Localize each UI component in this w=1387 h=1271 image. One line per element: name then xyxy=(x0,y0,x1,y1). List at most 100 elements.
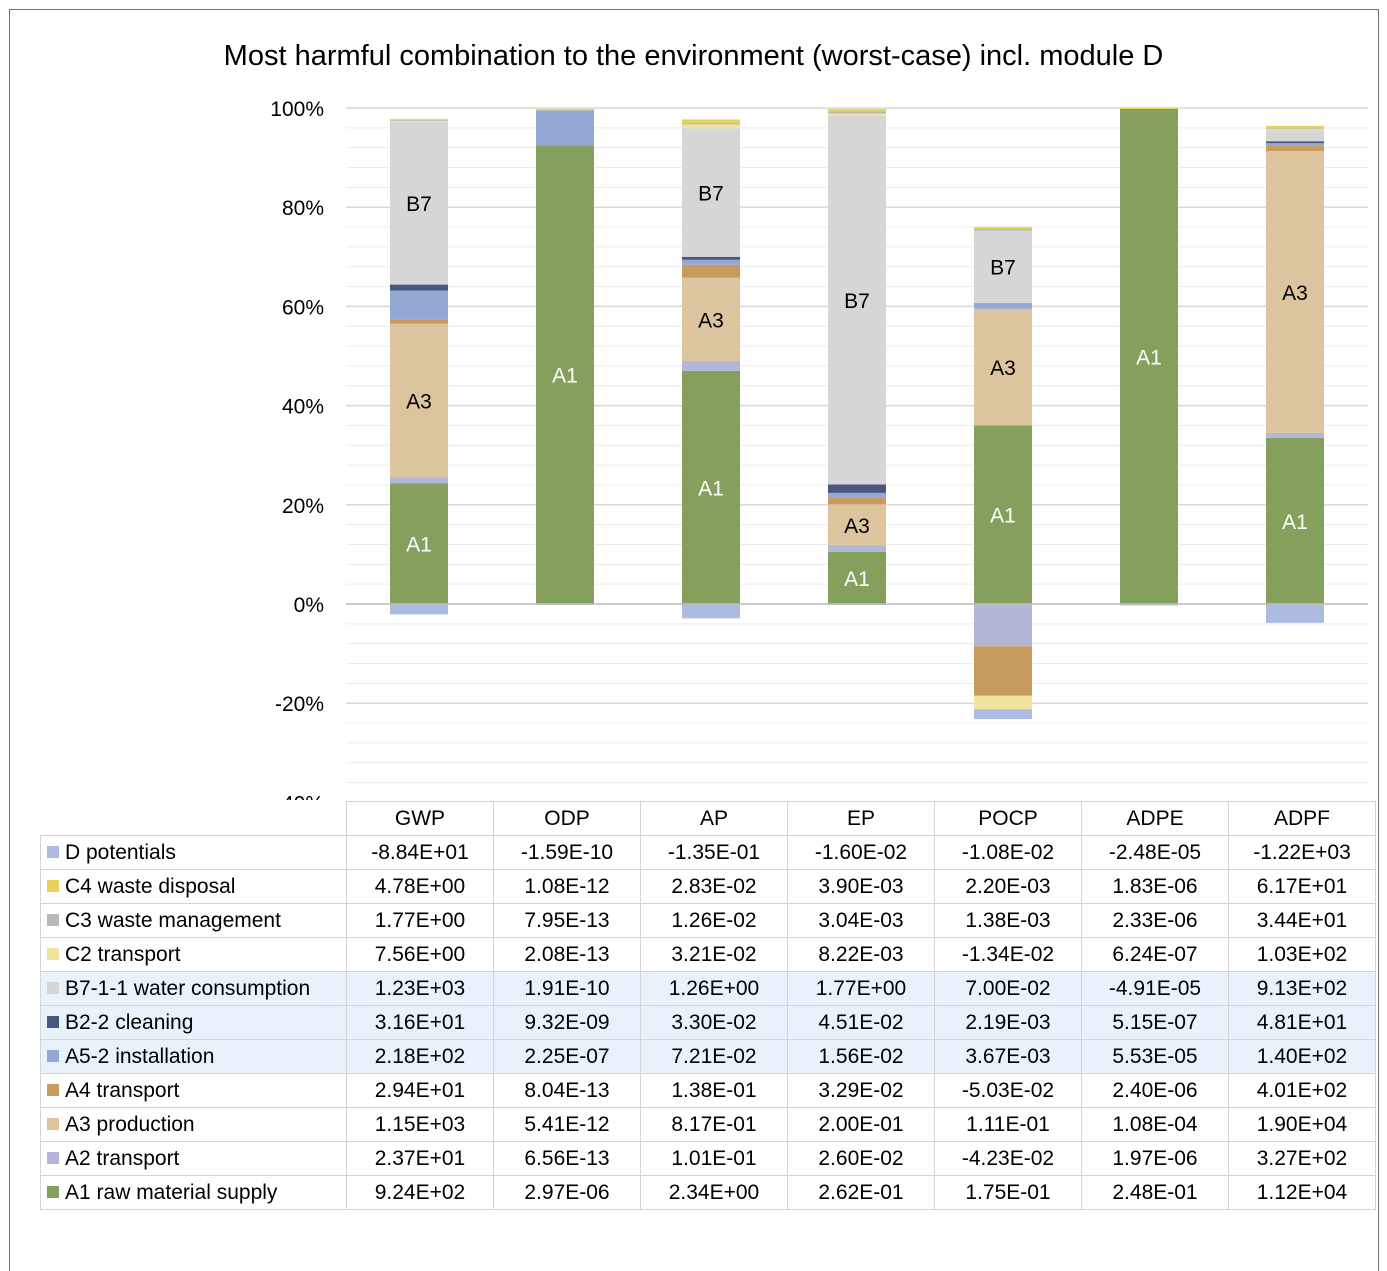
table-cell: 1.38E-01 xyxy=(640,1073,788,1108)
category-header: AP xyxy=(640,801,788,836)
table-cell: 1.08E-04 xyxy=(1081,1107,1229,1142)
bar-segment-label: B7 xyxy=(844,290,870,313)
table-cell: 3.67E-03 xyxy=(934,1039,1082,1074)
category-header: ADPE xyxy=(1081,801,1229,836)
bar-segment xyxy=(682,264,740,278)
table-cell: 1.91E-10 xyxy=(493,971,641,1006)
table-cell: 5.53E-05 xyxy=(1081,1039,1229,1074)
table-cell: 5.41E-12 xyxy=(493,1107,641,1142)
table-row: C2 transport 7.56E+00 2.08E-13 3.21E-02 8.22… xyxy=(40,937,1376,972)
bar-segment-label: A1 xyxy=(698,477,724,500)
y-tick-label: 80% xyxy=(282,197,324,220)
bar-segment xyxy=(828,484,886,493)
table-cell: 7.56E+00 xyxy=(346,937,494,972)
table-cell: 2.34E+00 xyxy=(640,1175,788,1210)
legend-label: A2 transport xyxy=(65,1146,180,1170)
table-cell: 8.17E-01 xyxy=(640,1107,788,1142)
table-cell: 1.03E+02 xyxy=(1228,937,1376,972)
table-cell: 2.37E+01 xyxy=(346,1141,494,1176)
bar-segment xyxy=(390,319,448,324)
bar-segment xyxy=(828,115,886,485)
legend-swatch xyxy=(47,1117,59,1130)
bar-segment-label: A3 xyxy=(406,391,432,414)
y-tick-label: 40% xyxy=(282,396,324,419)
bar-segment xyxy=(1266,141,1324,144)
legend-swatch xyxy=(47,947,59,960)
bar-segment xyxy=(682,122,740,125)
table-cell: 1.15E+03 xyxy=(346,1107,494,1142)
bar-segment xyxy=(974,425,1032,604)
table-row: A2 transport 2.37E+01 6.56E-13 1.01E-01 2.60… xyxy=(40,1141,1376,1176)
bar-segment xyxy=(682,370,740,604)
legend-label: A3 production xyxy=(65,1112,195,1136)
chart-plot: 100% 80% 60% 40% 20% 0% -20% -40% A1 A3 B7 A1 A1 A3 B7… xyxy=(270,98,1368,800)
table-cell: -1.34E-02 xyxy=(934,937,1082,972)
table-cell: 7.00E-02 xyxy=(934,971,1082,1006)
bar-segment xyxy=(390,604,448,615)
bar-segment xyxy=(390,323,448,478)
table-cell: -4.23E-02 xyxy=(934,1141,1082,1176)
legend-label: B2-2 cleaning xyxy=(65,1010,194,1034)
bar-segment-label: A1 xyxy=(552,365,578,388)
category-header: ADPF xyxy=(1228,801,1376,836)
bar-segment xyxy=(390,284,448,291)
table-cell: 2.94E+01 xyxy=(346,1073,494,1108)
bar-segment xyxy=(682,360,740,371)
table-cell: 1.97E-06 xyxy=(1081,1141,1229,1176)
y-tick-label: -40% xyxy=(275,792,324,800)
bar-segment-label: A1 xyxy=(1136,346,1162,369)
table-cell: 1.75E-01 xyxy=(934,1175,1082,1210)
bar-segment xyxy=(1266,145,1324,152)
legend-entry: C3 waste management xyxy=(40,903,347,938)
bar-segment xyxy=(974,302,1032,309)
bar-segment xyxy=(1266,128,1324,130)
y-tick-label: 60% xyxy=(282,296,324,319)
table-cell: 1.90E+04 xyxy=(1228,1107,1376,1142)
table-cell: -5.03E-02 xyxy=(934,1073,1082,1108)
table-cell: 6.17E+01 xyxy=(1228,869,1376,904)
legend-label: D potentials xyxy=(65,840,176,864)
y-tick-label: -20% xyxy=(275,693,324,716)
table-cell: 2.19E-03 xyxy=(934,1005,1082,1040)
category-header: GWP xyxy=(346,801,494,836)
bar-segment xyxy=(974,230,1032,303)
table-cell: 1.12E+04 xyxy=(1228,1175,1376,1210)
table-cell: -2.48E-05 xyxy=(1081,835,1229,870)
table-cell: 2.20E-03 xyxy=(934,869,1082,904)
bar-segment-label: A3 xyxy=(844,515,870,538)
table-row: D potentials -8.84E+01 -1.59E-10 -1.35E-01-… xyxy=(40,835,1376,870)
bar-segment xyxy=(828,492,886,498)
bar-segment xyxy=(1266,143,1324,146)
table-cell: -1.22E+03 xyxy=(1228,835,1376,870)
table-cell: 1.23E+03 xyxy=(346,971,494,1006)
bar-segment-label: A3 xyxy=(698,309,724,332)
bar-segment xyxy=(974,604,1032,647)
category-header: ODP xyxy=(493,801,641,836)
bar-segment xyxy=(682,128,740,257)
bar-segment xyxy=(828,113,886,116)
table-cell: 2.62E-01 xyxy=(787,1175,935,1210)
y-tick-label: 100% xyxy=(270,98,324,121)
bar-segment xyxy=(1266,604,1324,623)
table-cell: 2.97E-06 xyxy=(493,1175,641,1210)
bar-segment xyxy=(682,604,740,619)
table-cell: 1.56E-02 xyxy=(787,1039,935,1074)
table-cell: 2.83E-02 xyxy=(640,869,788,904)
table-row: A5-2 installation 2.18E+02 2.25E-07 7.21E-0… xyxy=(40,1039,1376,1074)
bar-segment xyxy=(1120,108,1178,109)
y-tick-label: 20% xyxy=(282,495,324,518)
legend-entry: A4 transport xyxy=(40,1073,347,1108)
table-cell: 3.27E+02 xyxy=(1228,1141,1376,1176)
table-cell: 1.83E-06 xyxy=(1081,869,1229,904)
category-header: POCP xyxy=(934,801,1082,836)
table-header-row: GWP ODP AP EP POCP ADPE ADPF xyxy=(40,801,1376,836)
legend-swatch xyxy=(47,845,59,858)
table-cell: 1.40E+02 xyxy=(1228,1039,1376,1074)
data-table: GWP ODP AP EP POCP ADPE ADPF D potentials -8.84E… xyxy=(40,801,1376,1210)
legend-label: C2 transport xyxy=(65,942,181,966)
chart-frame xyxy=(9,9,1379,1271)
table-row: C4 waste disposal 4.78E+00 1.08E-12 2.83E-0… xyxy=(40,869,1376,904)
bar-segment xyxy=(682,119,740,123)
bar-segment xyxy=(1266,128,1324,131)
legend-label: A5-2 installation xyxy=(65,1044,215,1068)
